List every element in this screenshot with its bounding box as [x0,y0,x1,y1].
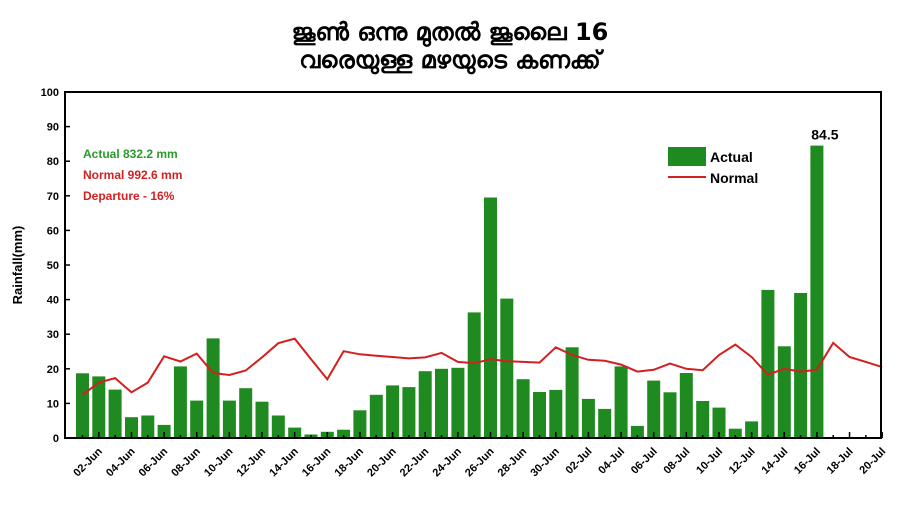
actual-bar [108,389,122,438]
actual-bar [516,379,530,438]
legend-actual-swatch [668,147,706,166]
actual-bar [647,380,661,438]
x-axis: 02-Jun 04-Jun 06-Jun 08-Jun 10-Jun 12-Jun 14-J… [71,432,888,479]
actual-bar [435,368,448,438]
actual-bar [76,373,89,438]
x-tick-label: 08-Jul [661,446,692,477]
actual-bar [353,410,367,438]
actual-bar [386,385,400,438]
actual-total-note: Actual 832.2 mm [83,147,178,161]
y-tick-label: 50 [47,260,59,272]
actual-bar [418,371,432,438]
actual-bars [76,145,824,439]
actual-bar [369,394,383,439]
x-tick-label: 14-Jul [759,446,790,477]
x-tick-label: 26-Jun [463,445,497,479]
actual-bar [663,392,677,438]
x-tick-label: 08-Jun [169,445,203,479]
x-tick-label: 10-Jul [694,446,725,477]
actual-bar [141,415,155,438]
y-tick-label: 40 [47,295,59,307]
actual-bar [745,421,759,438]
chart-title-line-2: വരെയുള്ള മഴയുടെ കണക്ക് [299,46,601,74]
x-tick-label: 28-Jun [496,445,530,479]
actual-bar [206,338,220,438]
x-tick-label: 10-Jun [202,445,236,479]
bar-value-label: 84.5 [811,127,838,143]
actual-bar [451,367,465,438]
normal-line [81,337,883,396]
actual-bar [239,388,253,438]
y-tick-label: 30 [47,329,59,341]
actual-bar [484,197,497,438]
x-tick-label: 22-Jun [398,445,432,479]
x-tick-label: 02-Jun [71,445,105,479]
x-tick-label: 12-Jul [727,446,758,477]
actual-bar [777,346,791,438]
actual-bar [794,293,808,438]
actual-bar [173,366,187,438]
y-axis: 0 10 20 30 40 50 60 70 80 90 100 [41,87,70,445]
actual-bar [728,428,742,438]
x-tick-label: 20-Jul [857,446,888,477]
chart-title: ജൂൺ ഒന്നു മുതൽ ജൂലൈ 16 വരെയുള്ള മഴയുടെ ക… [0,18,900,74]
legend: Actual Normal [668,147,758,186]
actual-bar [761,289,775,438]
x-tick-label: 20-Jun [365,445,399,479]
y-tick-label: 20 [47,364,59,376]
data-labels: 84.5 [811,127,838,143]
x-tick-label: 16-Jul [792,446,823,477]
actual-bar [581,398,595,438]
y-tick-label: 80 [47,156,59,168]
x-tick-label: 14-Jun [267,445,301,479]
actual-bar [630,425,644,438]
actual-bar [500,298,514,438]
actual-bar [125,417,138,438]
y-tick-label: 0 [53,433,59,445]
y-tick-label: 70 [47,191,59,203]
actual-bar [533,392,546,438]
x-tick-label: 24-Jun [430,445,464,479]
actual-bar [157,424,171,438]
actual-bar [222,400,236,438]
actual-bar [549,389,563,438]
y-axis-label: Rainfall(mm) [10,226,25,305]
actual-bar [810,145,824,438]
x-tick-label: 30-Jun [528,445,562,479]
x-tick-label: 18-Jul [825,446,856,477]
x-tick-label: 18-Jun [332,445,366,479]
actual-bar [679,373,693,438]
actual-bar [255,401,269,438]
x-tick-label: 16-Jun [300,445,334,479]
x-tick-label: 12-Jun [235,445,269,479]
x-tick-label: 04-Jun [104,445,138,479]
actual-bar [92,376,106,438]
actual-bar [190,400,204,438]
y-tick-label: 10 [47,398,59,410]
legend-actual-label: Actual [710,149,753,165]
y-tick-label: 60 [47,225,59,237]
x-tick-label: 06-Jun [137,445,171,479]
y-tick-label: 90 [47,122,59,134]
actual-bar [271,415,285,438]
x-tick-label: 04-Jul [596,446,627,477]
departure-note: Departure - 16% [83,189,175,203]
actual-bar [467,312,481,438]
actual-bar [565,347,579,438]
actual-bar [402,387,416,438]
actual-bar [337,429,351,438]
x-tick-label: 06-Jul [629,446,660,477]
actual-bar [712,407,726,438]
legend-normal-label: Normal [710,170,758,186]
normal-total-note: Normal 992.6 mm [83,168,182,182]
actual-bar [598,408,612,438]
actual-bar [696,401,710,438]
y-tick-label: 100 [41,87,59,99]
chart-title-line-1: ജൂൺ ഒന്നു മുതൽ ജൂലൈ 16 [291,18,609,46]
actual-bar [614,366,628,438]
x-tick-label: 02-Jul [564,446,595,477]
